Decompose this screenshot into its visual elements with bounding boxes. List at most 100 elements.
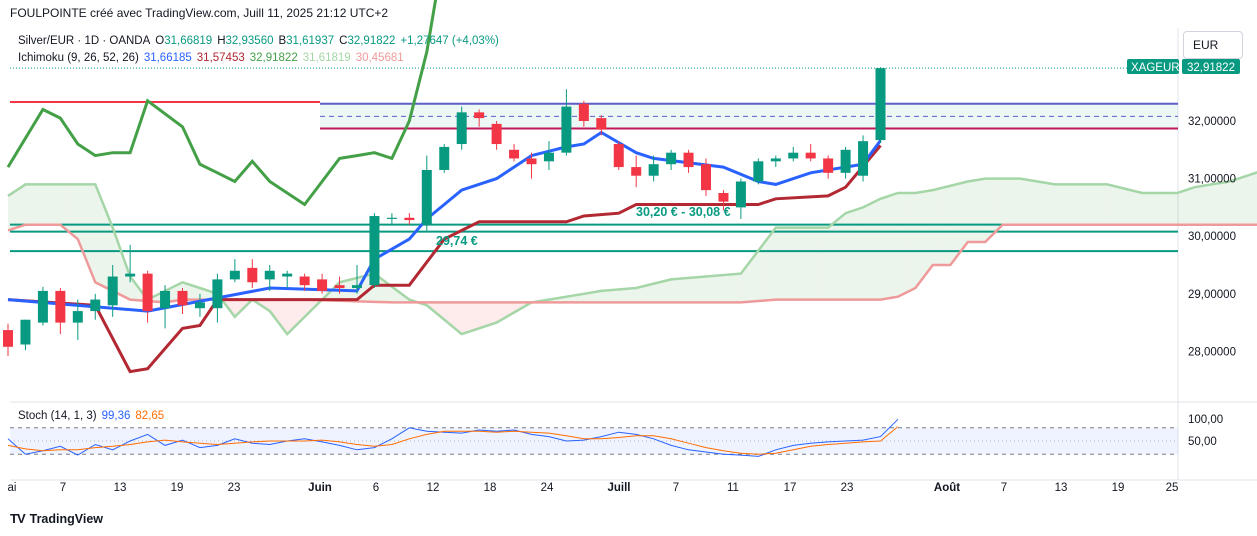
candle-body [142, 273, 153, 312]
stoch-d-line [7, 426, 899, 455]
candle-body [805, 152, 816, 159]
cloud-segment [1020, 178, 1025, 225]
candle-body [352, 285, 362, 289]
cloud-segment [1155, 193, 1160, 225]
cloud-segment [658, 281, 663, 303]
cloud-segment [282, 299, 288, 335]
stoch-tick-label: 100,00 [1188, 414, 1223, 426]
change-value: +1,27647 (+4,03%) [400, 35, 499, 47]
time-tick-label: Août [934, 482, 960, 494]
cloud-segment [832, 220, 837, 300]
cloud-segment [457, 302, 462, 335]
candle-body [666, 152, 677, 165]
cloud-segment [775, 227, 781, 300]
cloud-segment [880, 197, 885, 300]
cloud-segment [47, 184, 52, 225]
chart-caption: FOULPOINTE créé avec TradingView.com, Ju… [10, 6, 389, 20]
ichimoku-legend: Ichimoku (9, 26, 52, 26) 31,66185 31,57453… [18, 52, 404, 64]
cloud-segment [897, 193, 903, 297]
cloud-segment [230, 299, 235, 317]
candle-body [875, 68, 886, 141]
chikou-value: 32,91822 [249, 52, 298, 64]
candle-body [194, 302, 205, 309]
cloud-segment [989, 178, 994, 238]
cloud-segment [466, 302, 471, 333]
cloud-segment [758, 244, 763, 301]
cloud-segment [309, 299, 314, 313]
candle-body [404, 217, 415, 221]
cloud-segment [295, 299, 301, 326]
cloud-segment [701, 276, 706, 303]
cloud-segment [845, 211, 850, 300]
cloud-segment [736, 273, 741, 303]
cloud-segment [836, 216, 842, 300]
cloud-segment [99, 195, 104, 287]
cloud-segment [1076, 184, 1082, 225]
cloud-segment [706, 276, 711, 303]
cloud-segment [1146, 193, 1151, 225]
time-tick-label: Juin [308, 482, 332, 494]
cloud-segment [793, 227, 798, 300]
cloud-segment [671, 279, 676, 303]
cloud-segment [993, 178, 999, 234]
cloud-segment [117, 239, 122, 296]
symbol-title[interactable]: Silver/EUR · 1D · OANDA [18, 35, 151, 47]
candle-body [823, 158, 834, 173]
tradingview-logo[interactable]: TV TradingView [10, 511, 103, 526]
logo-text: TradingView [29, 511, 104, 526]
time-tick-label: 18 [484, 482, 497, 494]
cloud-segment [12, 190, 17, 229]
candle-body [264, 270, 275, 280]
candle-body [596, 118, 607, 130]
cloud-segment [108, 216, 113, 291]
cloud-segment [719, 275, 724, 303]
cloud-segment [823, 227, 829, 300]
cloud-segment [797, 227, 802, 300]
candle-body [317, 279, 328, 291]
cloud-segment [819, 227, 824, 300]
candle-body [858, 141, 869, 176]
cloud-segment [16, 187, 22, 228]
cloud-segment [649, 283, 654, 303]
ichimoku-label[interactable]: Ichimoku (9, 26, 52, 26) [18, 52, 139, 64]
stoch-label[interactable]: Stoch (14, 1, 3) [18, 410, 97, 422]
support-label: 29,74 € [436, 234, 478, 248]
cloud-segment [849, 210, 855, 300]
cloud-segment [1116, 186, 1121, 225]
cloud-segment [1072, 184, 1077, 225]
candle-body [648, 164, 659, 176]
cloud-segment [1120, 187, 1125, 225]
currency-selector[interactable]: EUR [1183, 31, 1243, 59]
cloud-segment [863, 205, 868, 300]
senkou-span-b-line [7, 223, 1257, 304]
cloud-segment [1172, 193, 1178, 225]
cloud-segment [1041, 182, 1047, 225]
cloud-segment [780, 227, 785, 300]
cloud-segment [753, 250, 759, 302]
price-tick-label: 28,00000 [1188, 346, 1236, 358]
cloud-segment [1220, 182, 1226, 225]
candle-body [247, 267, 258, 283]
candle-body [788, 152, 799, 159]
cloud-segment [21, 184, 26, 227]
time-tick-label: 25 [1166, 482, 1179, 494]
cloud-segment [941, 186, 946, 265]
cloud-segment [697, 276, 702, 303]
candle-body [491, 123, 502, 145]
cloud-segment [173, 284, 179, 301]
cloud-segment [762, 239, 768, 301]
cloud-segment [627, 288, 632, 303]
cloud-segment [1028, 180, 1034, 225]
cloud-segment [55, 184, 61, 225]
cloud-segment [919, 191, 925, 283]
cloud-segment [1177, 191, 1182, 225]
cloud-segment [38, 184, 43, 225]
candle-body [229, 270, 240, 280]
candle-body [509, 149, 520, 159]
cloud-segment [86, 184, 91, 272]
cloud-segment [963, 181, 968, 248]
cloud-segment [77, 184, 83, 250]
candle-body [578, 103, 589, 121]
cloud-segment [1190, 187, 1195, 225]
